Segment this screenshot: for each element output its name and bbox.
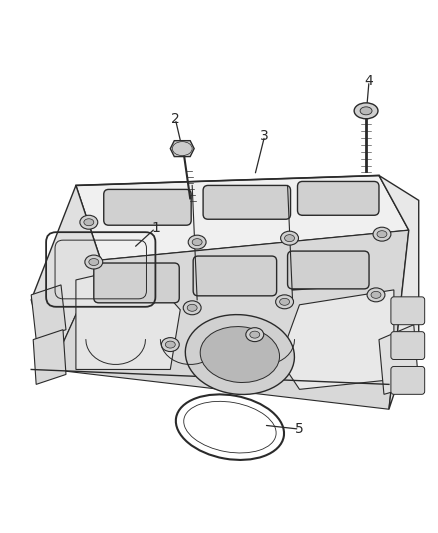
Polygon shape <box>76 265 180 369</box>
Polygon shape <box>379 325 419 394</box>
Ellipse shape <box>187 304 197 311</box>
Ellipse shape <box>276 295 293 309</box>
Polygon shape <box>300 184 377 215</box>
Text: 5: 5 <box>295 422 304 436</box>
Ellipse shape <box>279 298 290 305</box>
Ellipse shape <box>188 235 206 249</box>
Ellipse shape <box>367 288 385 302</box>
FancyBboxPatch shape <box>391 297 425 325</box>
Ellipse shape <box>192 239 202 246</box>
Polygon shape <box>379 175 419 409</box>
Ellipse shape <box>172 142 192 156</box>
Ellipse shape <box>371 292 381 298</box>
Ellipse shape <box>281 231 298 245</box>
Polygon shape <box>279 290 394 389</box>
FancyBboxPatch shape <box>391 332 425 360</box>
Ellipse shape <box>377 231 387 238</box>
Polygon shape <box>51 230 409 409</box>
Text: 2: 2 <box>171 112 180 126</box>
Text: 3: 3 <box>260 128 269 143</box>
FancyBboxPatch shape <box>193 256 277 296</box>
Ellipse shape <box>200 327 279 383</box>
Ellipse shape <box>373 227 391 241</box>
Polygon shape <box>170 141 194 157</box>
Ellipse shape <box>354 103 378 119</box>
Polygon shape <box>31 185 101 369</box>
Ellipse shape <box>246 328 264 342</box>
Text: 1: 1 <box>151 221 160 235</box>
Ellipse shape <box>185 314 294 394</box>
Polygon shape <box>195 258 276 295</box>
FancyBboxPatch shape <box>288 251 369 289</box>
Polygon shape <box>76 175 409 260</box>
Ellipse shape <box>165 341 175 348</box>
FancyBboxPatch shape <box>203 185 290 219</box>
Polygon shape <box>205 188 290 218</box>
Polygon shape <box>290 253 367 290</box>
Polygon shape <box>31 285 66 340</box>
Polygon shape <box>106 192 190 222</box>
Ellipse shape <box>360 107 372 115</box>
Text: 4: 4 <box>365 74 374 88</box>
Ellipse shape <box>285 235 294 241</box>
FancyBboxPatch shape <box>104 189 191 225</box>
Ellipse shape <box>85 255 103 269</box>
FancyBboxPatch shape <box>94 263 179 303</box>
Ellipse shape <box>250 331 260 338</box>
Ellipse shape <box>161 337 179 352</box>
Polygon shape <box>33 330 66 384</box>
FancyBboxPatch shape <box>297 181 379 215</box>
Ellipse shape <box>89 259 99 265</box>
Ellipse shape <box>183 301 201 315</box>
Polygon shape <box>96 265 178 302</box>
FancyBboxPatch shape <box>391 367 425 394</box>
Ellipse shape <box>80 215 98 229</box>
Ellipse shape <box>84 219 94 225</box>
